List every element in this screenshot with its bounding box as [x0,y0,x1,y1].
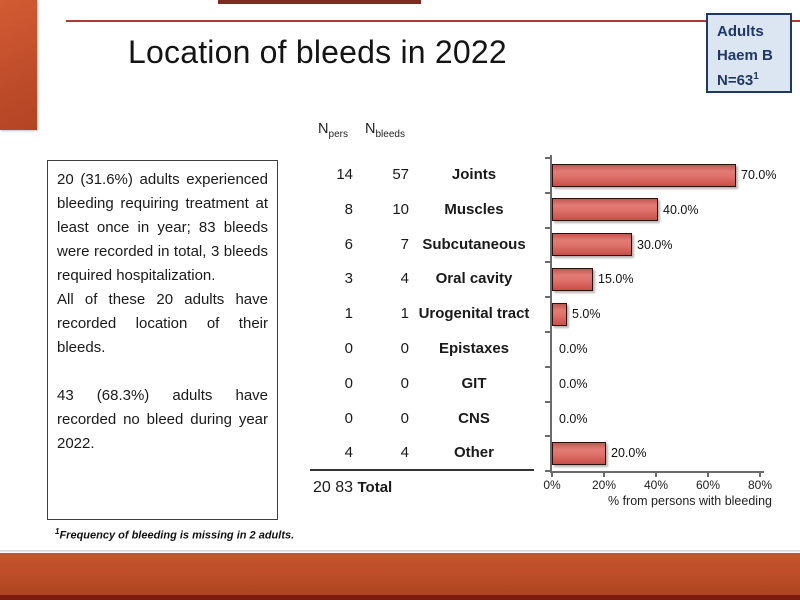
table-row: 14 57 Joints 70.0% [313,158,800,193]
category-label: Subcutaneous [422,235,526,253]
chart-bar [552,441,606,465]
bar-value-label: 70.0% [741,168,777,182]
category-label: CNS [458,409,490,427]
n-bleeds-value: 0 [400,409,409,427]
chart-bar [552,163,736,187]
category-label: Epistaxes [438,340,510,357]
total-n-persons: 20 [313,479,331,496]
category-label: Oral cavity [435,270,513,288]
summary-paragraph-2: All of these 20 adults have recorded loc… [57,291,268,356]
y-axis-tick [545,226,550,229]
x-axis-tick-label: 0% [543,478,561,492]
category-label: Muscles [444,200,504,218]
badge-line-n: N=631 [717,70,759,89]
n-bleeds-value: 7 [400,235,409,253]
n-persons-value: 0 [344,340,353,357]
n-persons-value: 14 [336,166,353,183]
x-axis-tick-label: 40% [643,478,669,492]
bar-value-label: 5.0% [572,307,601,322]
total-n-bleeds: 83 [335,479,354,496]
x-axis-tick [655,473,657,477]
y-axis-tick [545,365,550,368]
table-row: 3 4 Oral cavity 15.0% [313,262,800,297]
y-axis-tick [545,191,550,194]
n-persons-value: 8 [344,200,353,218]
x-axis-tick [707,473,709,477]
summary-paragraph-3: 43 (68.3%) adults have recorded no bleed… [57,387,268,452]
n-persons-value: 3 [344,270,353,288]
footnote: 1Frequency of bleeding is missing in 2 a… [55,527,295,542]
x-axis-tick [759,473,761,477]
y-axis-tick [545,261,550,264]
n-bleeds-value: 4 [400,270,409,288]
x-axis-title: % from persons with bleeding [608,494,772,508]
summary-paragraph-1: 20 (31.6%) adults experienced bleeding r… [57,171,268,284]
table-row: 8 10 Muscles 40.0% [313,193,800,228]
y-axis-tick [545,400,550,403]
top-accent-bar [218,0,421,4]
table-row: 0 0 GIT 0.0% [313,367,800,402]
summary-text-box: 20 (31.6%) adults experienced bleeding r… [47,160,278,520]
x-axis-tick-label: 20% [591,478,617,492]
population-badge: Adults Haem B N=631 [706,13,792,93]
chart-x-axis-line [550,471,764,473]
y-axis-tick [545,470,550,473]
footer-band: Czech National Hemophilia Program iba In… [0,553,800,600]
title-underline-rule [66,20,800,22]
chart-y-axis-line [550,155,552,473]
n-persons-value: 4 [344,444,353,462]
n-bleeds-value: 0 [400,374,409,392]
footer-top-shadow [0,550,800,553]
left-accent-strip [0,0,37,130]
y-axis-tick [545,157,550,159]
total-row: 20 83 Total [313,472,553,504]
n-persons-value: 0 [344,409,353,427]
bar-value-label: 0.0% [559,411,588,426]
table-row: 0 0 CNS 0.0% [313,402,800,437]
n-bleeds-value: 57 [392,166,409,183]
y-axis-tick [545,296,550,299]
x-axis-tick [603,473,605,477]
chart-bar [552,302,567,326]
chart-bar [552,198,658,222]
category-label: GIT [461,374,487,392]
category-label: Urogenital tract [418,305,530,323]
bar-value-label: 15.0% [598,272,634,287]
badge-line-diagnosis: Haem B [717,47,773,65]
category-label: Joints [451,166,497,183]
n-bleeds-value: 1 [400,305,409,323]
n-bleeds-value: 10 [392,200,409,218]
table-row: 0 0 Epistaxes 0.0% [313,332,800,367]
bar-value-label: 20.0% [611,446,647,461]
x-axis-tick [551,473,553,477]
category-label: Other [453,444,494,462]
chart-bar [552,233,632,257]
data-rows: 14 57 Joints 70.0% 8 10 Muscles 40.0% 6 7 Subcutan… [313,158,800,472]
n-persons-value: 0 [344,374,353,392]
total-separator-rule [310,469,534,471]
total-label: Total [357,479,393,496]
table-row: 6 7 Subcutaneous 30.0% [313,228,800,263]
chart-bar [552,267,593,291]
y-axis-tick [545,331,550,333]
n-persons-value: 6 [344,235,353,253]
n-persons-value: 1 [344,305,353,323]
bar-value-label: 0.0% [559,342,588,356]
column-header-n-persons: Npers [318,121,348,140]
table-row: 1 1 Urogenital tract 5.0% [313,297,800,332]
bar-value-label: 30.0% [637,237,673,252]
y-axis-tick [545,435,550,438]
n-bleeds-value: 0 [400,340,409,357]
bar-value-label: 0.0% [559,376,588,391]
badge-line-population: Adults [717,23,764,40]
page-title: Location of bleeds in 2022 [128,34,507,70]
bar-value-label: 40.0% [663,202,699,217]
column-header-n-bleeds: Nbleeds [365,121,405,140]
footer-bottom-strip [0,595,800,600]
x-axis-tick-label: 80% [747,478,773,492]
table-row: 4 4 Other 20.0% [313,436,800,471]
x-axis-tick-label: 60% [695,478,721,492]
n-bleeds-value: 4 [400,444,409,462]
